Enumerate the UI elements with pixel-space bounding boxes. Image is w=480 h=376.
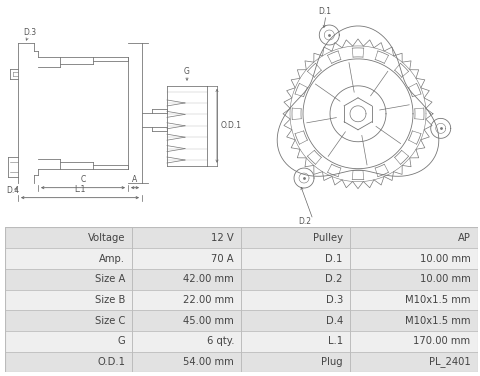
Text: Size C: Size C xyxy=(95,315,125,326)
Text: 10.00 mm: 10.00 mm xyxy=(420,253,470,264)
Bar xyxy=(132,331,241,352)
Bar xyxy=(350,248,478,269)
Text: D.4: D.4 xyxy=(325,315,343,326)
Text: G: G xyxy=(184,67,190,76)
Text: Plug: Plug xyxy=(321,357,343,367)
Bar xyxy=(350,310,478,331)
Text: D.1: D.1 xyxy=(318,7,331,16)
Text: Size B: Size B xyxy=(95,295,125,305)
Bar xyxy=(5,227,132,248)
Text: D.3: D.3 xyxy=(325,295,343,305)
Bar xyxy=(132,248,241,269)
Bar xyxy=(350,331,478,352)
Text: 10.00 mm: 10.00 mm xyxy=(420,274,470,284)
Bar xyxy=(132,310,241,331)
Text: AP: AP xyxy=(457,233,470,243)
Text: L.1: L.1 xyxy=(328,336,343,346)
Bar xyxy=(241,352,350,372)
Text: 42.00 mm: 42.00 mm xyxy=(183,274,234,284)
Text: A: A xyxy=(132,175,138,183)
Bar xyxy=(132,290,241,310)
Bar xyxy=(5,331,132,352)
Bar xyxy=(132,269,241,290)
Text: 22.00 mm: 22.00 mm xyxy=(183,295,234,305)
Text: Amp.: Amp. xyxy=(99,253,125,264)
Bar xyxy=(350,227,478,248)
Bar xyxy=(5,290,132,310)
Text: PL_2401: PL_2401 xyxy=(429,356,470,367)
Bar xyxy=(350,269,478,290)
Text: 70 A: 70 A xyxy=(212,253,234,264)
Text: 54.00 mm: 54.00 mm xyxy=(183,357,234,367)
Text: D.2: D.2 xyxy=(298,217,311,226)
Bar xyxy=(241,227,350,248)
Bar xyxy=(5,310,132,331)
Text: M10x1.5 mm: M10x1.5 mm xyxy=(405,295,470,305)
Bar xyxy=(350,352,478,372)
Bar xyxy=(5,269,132,290)
Text: 45.00 mm: 45.00 mm xyxy=(183,315,234,326)
Bar xyxy=(241,310,350,331)
Bar xyxy=(132,352,241,372)
Text: D.3: D.3 xyxy=(24,28,36,37)
Bar xyxy=(5,248,132,269)
Bar xyxy=(132,227,241,248)
Text: Size A: Size A xyxy=(95,274,125,284)
Text: Voltage: Voltage xyxy=(88,233,125,243)
Text: O.D.1: O.D.1 xyxy=(97,357,125,367)
Text: 170.00 mm: 170.00 mm xyxy=(413,336,470,346)
Bar xyxy=(241,331,350,352)
Text: G: G xyxy=(118,336,125,346)
Bar xyxy=(350,290,478,310)
Text: O.D.1: O.D.1 xyxy=(221,121,242,130)
Bar xyxy=(241,269,350,290)
Text: C: C xyxy=(80,175,85,183)
Text: D.2: D.2 xyxy=(325,274,343,284)
Text: Pulley: Pulley xyxy=(313,233,343,243)
Bar xyxy=(241,248,350,269)
Text: D.4: D.4 xyxy=(6,186,20,195)
Text: D.1: D.1 xyxy=(325,253,343,264)
Text: L.1: L.1 xyxy=(74,185,86,194)
Bar xyxy=(5,352,132,372)
Text: 12 V: 12 V xyxy=(211,233,234,243)
Text: M10x1.5 mm: M10x1.5 mm xyxy=(405,315,470,326)
Bar xyxy=(241,290,350,310)
Text: 6 qty.: 6 qty. xyxy=(206,336,234,346)
